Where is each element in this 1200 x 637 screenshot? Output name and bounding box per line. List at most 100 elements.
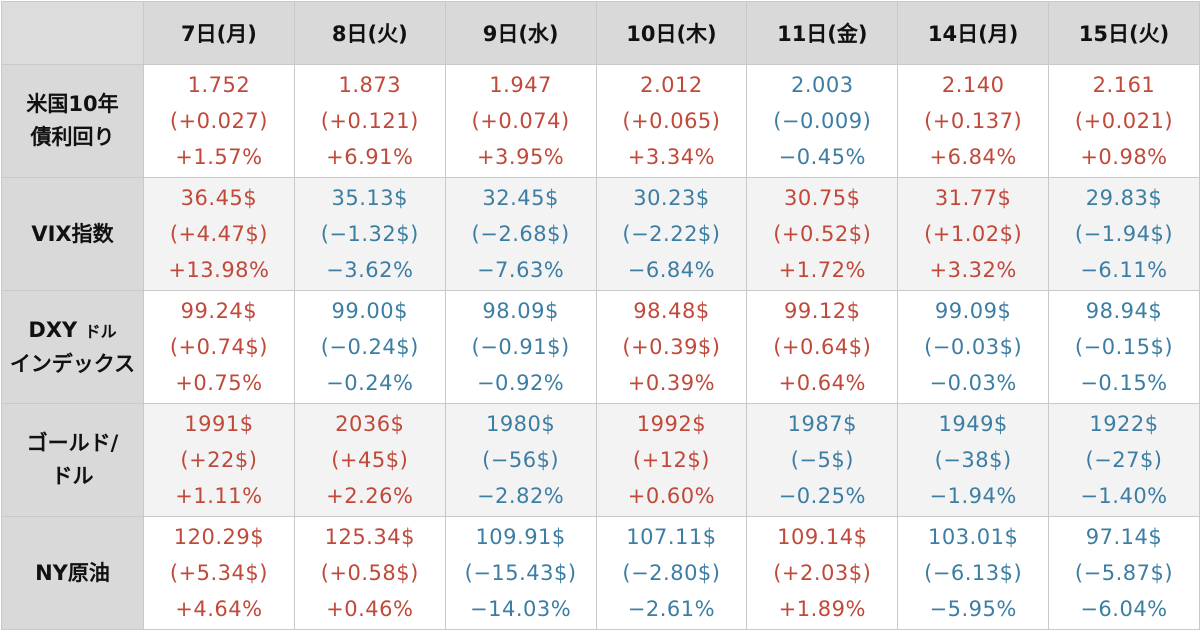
cell-percent: +3.34% <box>627 145 716 169</box>
data-cell: 99.12$ (+0.64$) +0.64% <box>746 290 899 404</box>
cell-percent: −2.82% <box>476 484 565 508</box>
cell-change: (+22$) <box>180 448 258 472</box>
cell-percent: +0.39% <box>627 371 716 395</box>
cell-value: 107.11$ <box>626 525 717 549</box>
cell-percent: +0.75% <box>175 371 263 395</box>
cell-value: 99.00$ <box>331 299 408 323</box>
cell-change: (−38$) <box>934 448 1012 472</box>
data-cell: 35.13$ (−1.32$) −3.62% <box>293 177 446 291</box>
data-cell: 30.23$ (−2.22$) −6.84% <box>595 177 748 291</box>
cell-change: (−56$) <box>482 448 560 472</box>
data-cell: 30.75$ (+0.52$) +1.72% <box>746 177 899 291</box>
cell-change: (+0.64$) <box>773 335 872 359</box>
data-cell: 2.012 (+0.065) +3.34% <box>595 64 748 178</box>
row-label-line: VIX指数 <box>31 221 114 246</box>
cell-change: (−0.03$) <box>924 335 1023 359</box>
cell-change: (+1.02$) <box>924 222 1023 246</box>
cell-percent: −6.04% <box>1080 597 1168 621</box>
cell-percent: +1.57% <box>175 145 263 169</box>
cell-value: 32.45$ <box>482 186 559 210</box>
data-cell: 29.83$ (−1.94$) −6.11% <box>1048 177 1200 291</box>
row-label-small: ドル <box>84 321 117 341</box>
cell-value: 109.14$ <box>777 525 868 549</box>
cell-change: (+0.52$) <box>773 222 872 246</box>
cell-percent: +13.98% <box>168 258 270 282</box>
row-label: ゴールド/ ドル <box>1 403 144 517</box>
date-header: 8日(火) <box>293 1 446 65</box>
data-cell: 107.11$ (−2.80$) −2.61% <box>595 516 748 630</box>
data-cell: 2036$ (+45$) +2.26% <box>293 403 446 517</box>
cell-change: (+0.39$) <box>622 335 721 359</box>
cell-change: (−0.24$) <box>320 335 419 359</box>
cell-percent: −6.11% <box>1080 258 1168 282</box>
cell-value: 30.23$ <box>633 186 710 210</box>
cell-value: 120.29$ <box>173 525 265 549</box>
cell-value: 2036$ <box>335 412 405 436</box>
cell-change: (+0.027) <box>169 109 268 133</box>
cell-value: 2.140 <box>941 73 1005 97</box>
data-cell: 109.91$ (−15.43$) −14.03% <box>444 516 597 630</box>
data-cell: 120.29$ (+5.34$) +4.64% <box>143 516 295 630</box>
cell-value: 2.012 <box>640 73 703 97</box>
cell-change: (+0.121) <box>320 109 419 133</box>
cell-change: (−6.13$) <box>924 561 1023 585</box>
row-label-line: DXY ドル <box>2 314 143 348</box>
date-header: 10日(木) <box>595 1 748 65</box>
data-cell: 98.48$ (+0.39$) +0.39% <box>595 290 748 404</box>
data-cell: 1992$ (+12$) +0.60% <box>595 403 748 517</box>
data-cell: 1991$ (+22$) +1.11% <box>143 403 295 517</box>
cell-percent: −3.62% <box>326 258 414 282</box>
cell-percent: −7.63% <box>476 258 565 282</box>
cell-value: 1991$ <box>184 412 254 436</box>
data-cell: 109.14$ (+2.03$) +1.89% <box>746 516 899 630</box>
data-cell: 32.45$ (−2.68$) −7.63% <box>444 177 597 291</box>
cell-change: (+4.47$) <box>169 222 268 246</box>
cell-change: (−27$) <box>1085 448 1163 472</box>
cell-value: 1980$ <box>485 412 556 436</box>
cell-percent: −6.84% <box>627 258 716 282</box>
date-header: 15日(火) <box>1048 1 1200 65</box>
cell-change: (+0.58$) <box>320 561 419 585</box>
cell-value: 98.48$ <box>633 299 710 323</box>
table-row: NY原油 120.29$ (+5.34$) +4.64% 125.34$ (+0.58$… <box>1 516 1200 630</box>
cell-value: 98.09$ <box>482 299 559 323</box>
cell-value: 30.75$ <box>784 186 861 210</box>
cell-change: (−2.80$) <box>622 561 721 585</box>
row-label-line: インデックス <box>9 351 136 376</box>
data-cell: 1.873 (+0.121) +6.91% <box>293 64 446 178</box>
cell-percent: +0.46% <box>326 597 414 621</box>
data-cell: 2.161 (+0.021) +0.98% <box>1048 64 1200 178</box>
table-row: ゴールド/ ドル 1991$ (+22$) +1.11% 2036$ (+45$) +2.… <box>1 403 1200 517</box>
date-header: 7日(月) <box>143 1 295 65</box>
cell-change: (−2.22$) <box>622 222 721 246</box>
cell-change: (−1.94$) <box>1074 222 1174 246</box>
cell-percent: −14.03% <box>470 597 572 621</box>
row-label-line: NY原油 <box>35 560 110 585</box>
cell-change: (−5.87$) <box>1074 561 1174 585</box>
cell-value: 103.01$ <box>927 525 1019 549</box>
cell-value: 36.45$ <box>180 186 258 210</box>
date-header: 9日(水) <box>444 1 597 65</box>
cell-change: (+12$) <box>632 448 710 472</box>
cell-change: (−0.15$) <box>1074 335 1174 359</box>
cell-percent: −0.25% <box>778 484 866 508</box>
cell-change: (−1.32$) <box>320 222 419 246</box>
cell-change: (+0.065) <box>622 109 721 133</box>
cell-value: 99.24$ <box>180 299 258 323</box>
data-cell: 1987$ (−5$) −0.25% <box>746 403 899 517</box>
cell-percent: +0.64% <box>778 371 866 395</box>
data-cell: 31.77$ (+1.02$) +3.32% <box>897 177 1050 291</box>
cell-change: (−2.68$) <box>471 222 570 246</box>
data-cell: 99.00$ (−0.24$) −0.24% <box>293 290 446 404</box>
cell-value: 109.91$ <box>475 525 566 549</box>
row-label-line: ゴールド/ <box>26 431 119 455</box>
row-label-line: ドル <box>51 464 94 488</box>
data-cell: 98.94$ (−0.15$) −0.15% <box>1048 290 1200 404</box>
cell-percent: +2.26% <box>326 484 414 508</box>
row-label: 米国10年 債利回り <box>1 64 144 178</box>
data-cell: 2.140 (+0.137) +6.84% <box>897 64 1050 178</box>
cell-change: (+0.74$) <box>169 335 268 359</box>
header-row: 7日(月) 8日(火) 9日(水) 10日(木) 11日(金) 14日(月) 1… <box>1 1 1200 65</box>
cell-change: (+0.074) <box>471 109 570 133</box>
cell-change: (+0.137) <box>924 109 1023 133</box>
